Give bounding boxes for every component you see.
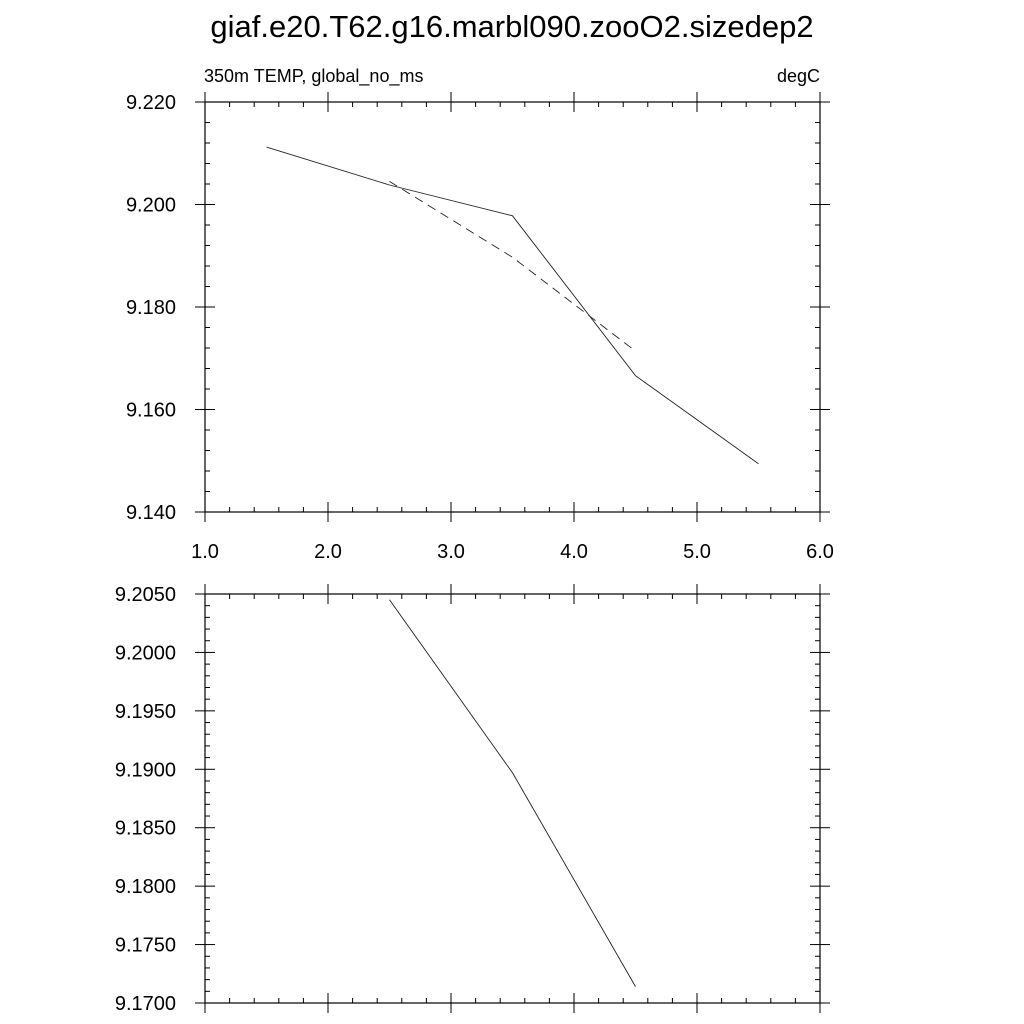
bottom-y-tick-label: 9.1750 — [115, 935, 176, 957]
bottom-y-tick-label: 9.1700 — [115, 993, 176, 1015]
top-x-tick-label: 5.0 — [683, 541, 711, 563]
top-panel-variable-label: 350m TEMP, global_no_ms — [204, 66, 423, 87]
bottom-y-tick-label: 9.2000 — [115, 642, 176, 664]
top-series-solid-line — [266, 146, 759, 465]
top-panel-units-label: degC — [777, 66, 820, 86]
bottom-y-tick-label: 9.1950 — [115, 701, 176, 723]
top-y-tick-label: 9.220 — [126, 92, 176, 114]
top-y-tick-label: 9.180 — [126, 297, 176, 319]
top-x-tick-label: 1.0 — [191, 541, 219, 563]
top-x-tick-label: 2.0 — [314, 541, 342, 563]
top-x-tick-label: 4.0 — [560, 541, 588, 563]
figure-title: giaf.e20.T62.g16.marbl090.zooO2.sizedep2 — [210, 9, 813, 44]
bottom-panel: 9.1700 9.1750 9.1800 9.1850 9.1900 9.1950 9.20… — [115, 584, 830, 1015]
bottom-series-solid-line — [389, 599, 636, 987]
bottom-y-tick-label: 9.2050 — [115, 584, 176, 606]
top-y-tick-label: 9.140 — [126, 502, 176, 524]
top-panel: 350m TEMP, global_no_ms degC 1.0 2.0 3.0 4.… — [126, 66, 834, 563]
top-plot-frame — [204, 101, 821, 513]
top-x-tick-label: 3.0 — [437, 541, 465, 563]
bottom-plot-frame — [204, 593, 821, 1004]
bottom-y-tick-label: 9.1900 — [115, 759, 176, 781]
bottom-y-tick-label: 9.1800 — [115, 876, 176, 898]
top-y-tick-label: 9.200 — [126, 195, 176, 217]
top-series-dashed-line — [389, 181, 636, 352]
top-x-tick-label: 6.0 — [806, 541, 834, 563]
top-y-tick-label: 9.160 — [126, 400, 176, 422]
bottom-y-tick-label: 9.1850 — [115, 818, 176, 840]
